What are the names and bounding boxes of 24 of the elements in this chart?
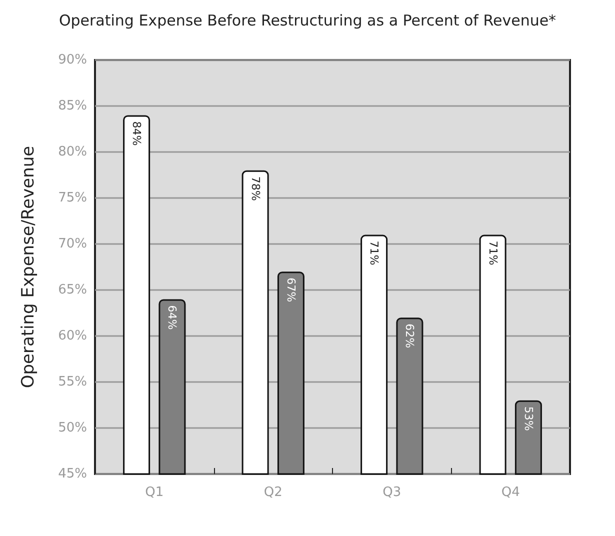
data-label: 67% bbox=[284, 278, 298, 302]
y-tick-label: 90% bbox=[58, 52, 87, 68]
data-label: 71% bbox=[486, 240, 500, 266]
y-tick-label: 60% bbox=[58, 328, 87, 344]
data-label: 64% bbox=[166, 305, 179, 330]
y-tick-label: 55% bbox=[58, 374, 87, 390]
y-tick-label: 85% bbox=[58, 98, 87, 114]
data-label: 71% bbox=[368, 240, 381, 266]
y-tick-label: 75% bbox=[58, 190, 87, 206]
y-tick-label: 80% bbox=[58, 144, 87, 160]
data-label: 53% bbox=[522, 406, 535, 431]
x-tick-label: Q3 bbox=[382, 485, 402, 500]
y-tick-label: 45% bbox=[58, 466, 87, 482]
x-tick-label: Q4 bbox=[501, 485, 520, 500]
y-tick-label: 70% bbox=[58, 236, 87, 252]
data-label: 62% bbox=[403, 324, 416, 348]
x-tick-label: Q2 bbox=[264, 485, 282, 500]
y-axis-title: Operating Expense/Revenue bbox=[18, 146, 38, 388]
data-label: 84% bbox=[130, 121, 144, 146]
y-tick-label: 65% bbox=[58, 282, 87, 298]
y-tick-label: 50% bbox=[58, 420, 87, 436]
x-tick-label: Q1 bbox=[145, 485, 164, 500]
data-label: 78% bbox=[248, 176, 262, 201]
chart-title: Operating Expense Before Restructuring as a Percent of Revenue* bbox=[58, 12, 557, 30]
